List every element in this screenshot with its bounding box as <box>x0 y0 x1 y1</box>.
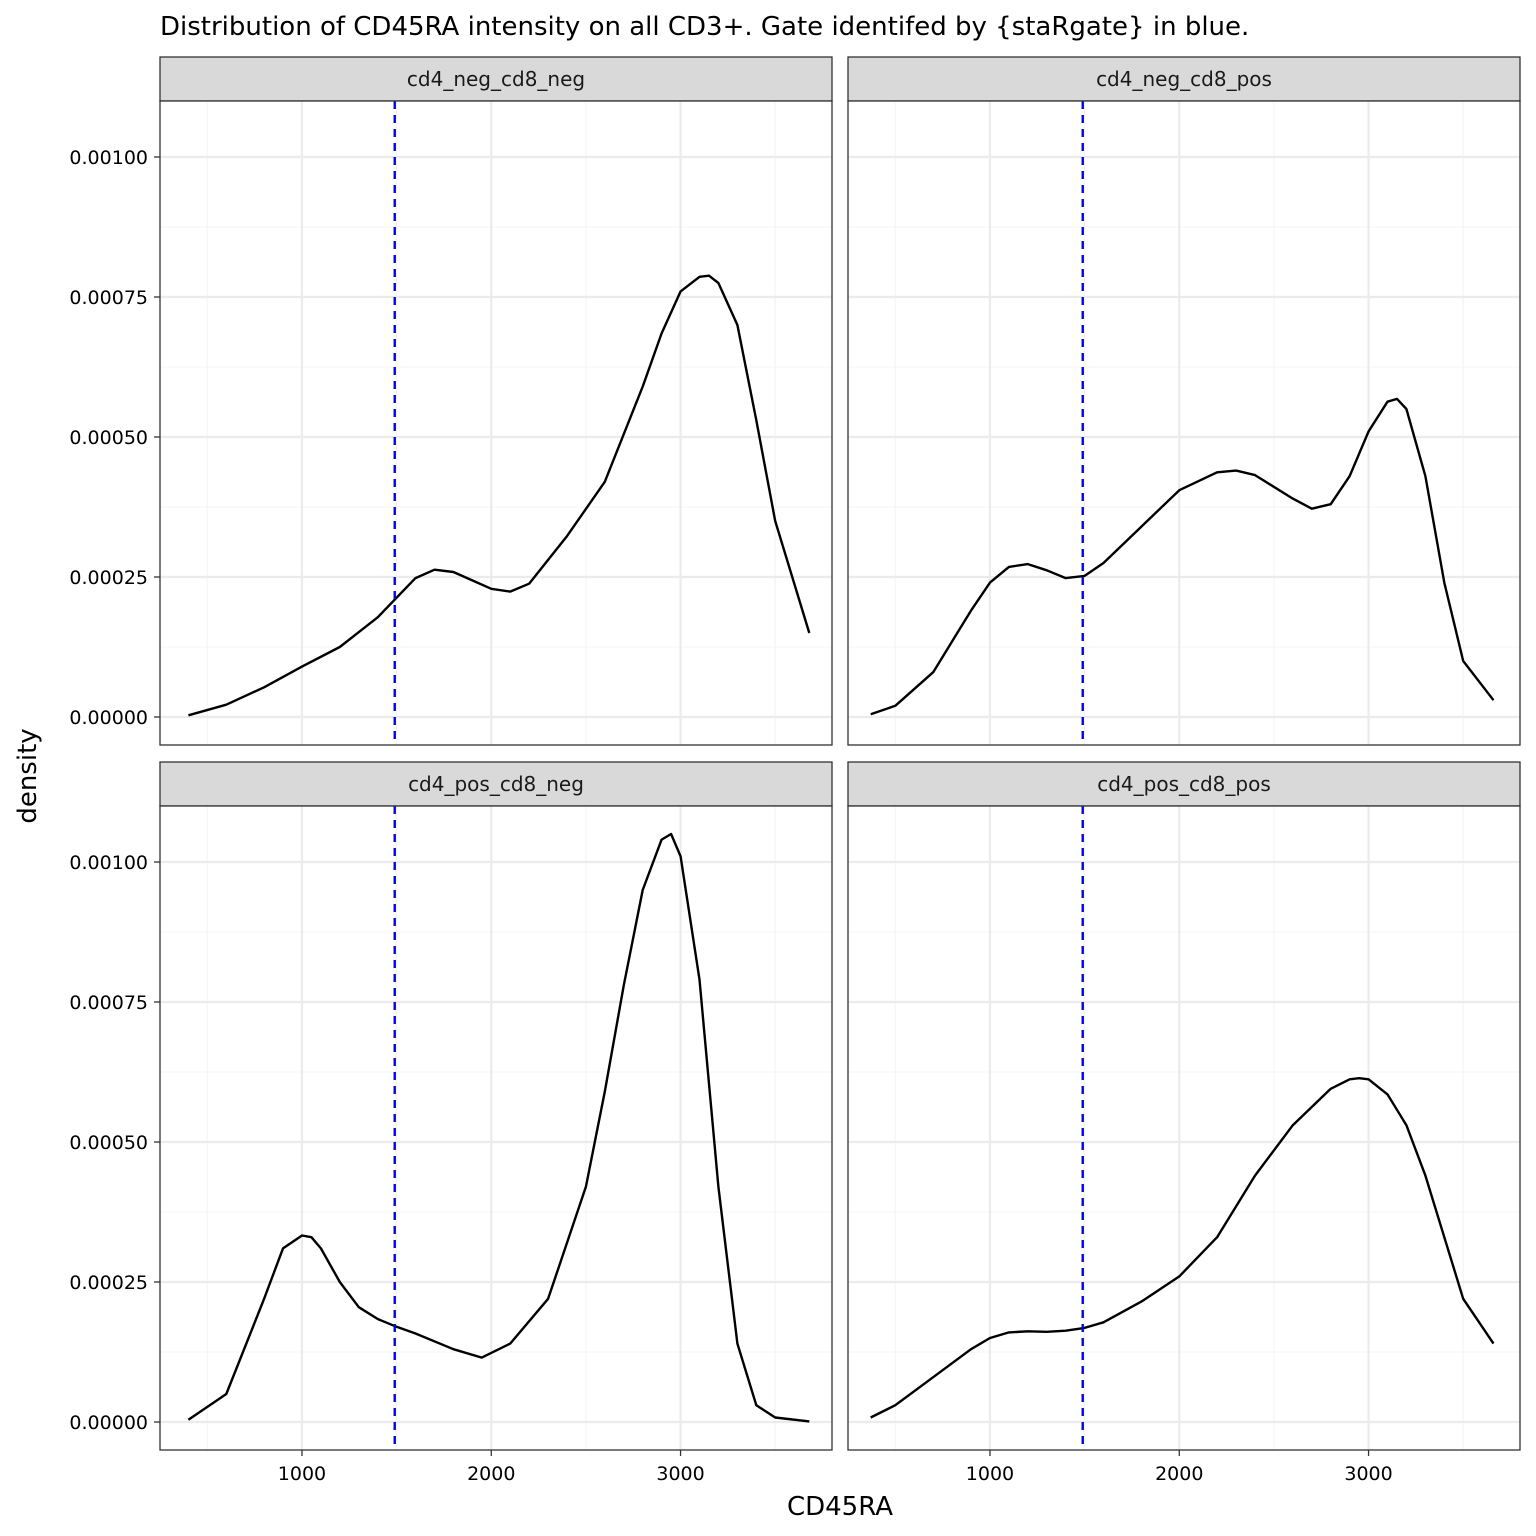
y-tick-label: 0.00025 <box>69 1272 148 1294</box>
y-tick-label: 0.00100 <box>69 147 148 169</box>
y-tick-label: 0.00025 <box>69 567 148 589</box>
density-curve <box>870 397 1495 716</box>
panel-background <box>848 101 1520 745</box>
y-tick-label: 0.00100 <box>69 852 148 874</box>
y-tick-label: 0.00000 <box>69 1412 148 1434</box>
facet-strip <box>847 56 1521 102</box>
facet-strip-label: cd4_pos_cd8_pos <box>1097 772 1271 796</box>
y-tick-label: 0.00050 <box>69 427 148 449</box>
chart-title: Distribution of CD45RA intensity on all … <box>160 12 1249 42</box>
x-tick-label: 3000 <box>1344 1463 1392 1485</box>
facet-strip <box>159 761 833 807</box>
x-tick-label: 1000 <box>966 1463 1014 1485</box>
x-tick-label: 3000 <box>656 1463 704 1485</box>
y-tick-label: 0.00075 <box>69 287 148 309</box>
facet-panels: cd4_neg_cd8_neg 0.00000 0.00025 0.00050 0.00… <box>69 56 1521 1485</box>
panel-background <box>160 806 832 1450</box>
panel-background <box>848 806 1520 1450</box>
facet-strip-label: cd4_pos_cd8_neg <box>408 772 584 796</box>
panel-border <box>159 805 833 1451</box>
density-curve <box>870 1076 1495 1419</box>
facet-panel-cd4_pos_cd8_pos: cd4_pos_cd8_pos 1000 2000 3000 <box>847 761 1521 1485</box>
panel-background <box>160 101 832 745</box>
x-tick-label: 2000 <box>1155 1463 1203 1485</box>
facet-panel-cd4_neg_cd8_pos: cd4_neg_cd8_pos <box>847 56 1521 746</box>
panel-border <box>847 805 1521 1451</box>
y-tick-label: 0.00075 <box>69 992 148 1014</box>
facet-panel-cd4_pos_cd8_neg: cd4_pos_cd8_neg 0.00000 0.00025 0.00050 0.00… <box>69 761 833 1485</box>
facet-strip <box>847 761 1521 807</box>
facet-strip <box>159 56 833 102</box>
facet-strip-label: cd4_neg_cd8_pos <box>1096 67 1272 91</box>
x-tick-label: 2000 <box>467 1463 515 1485</box>
x-axis-label: CD45RA <box>787 1492 893 1522</box>
x-tick-label: 1000 <box>278 1463 326 1485</box>
y-tick-label: 0.00000 <box>69 707 148 729</box>
density-curve <box>188 274 811 717</box>
facet-strip-label: cd4_neg_cd8_neg <box>407 67 585 91</box>
y-tick-label: 0.00050 <box>69 1132 148 1154</box>
facet-panel-cd4_neg_cd8_neg: cd4_neg_cd8_neg 0.00000 0.00025 0.00050 0.00… <box>69 56 833 746</box>
panel-border <box>847 100 1521 746</box>
density-curve <box>187 832 810 1423</box>
panel-border <box>159 100 833 746</box>
y-axis-label: density <box>13 728 43 823</box>
